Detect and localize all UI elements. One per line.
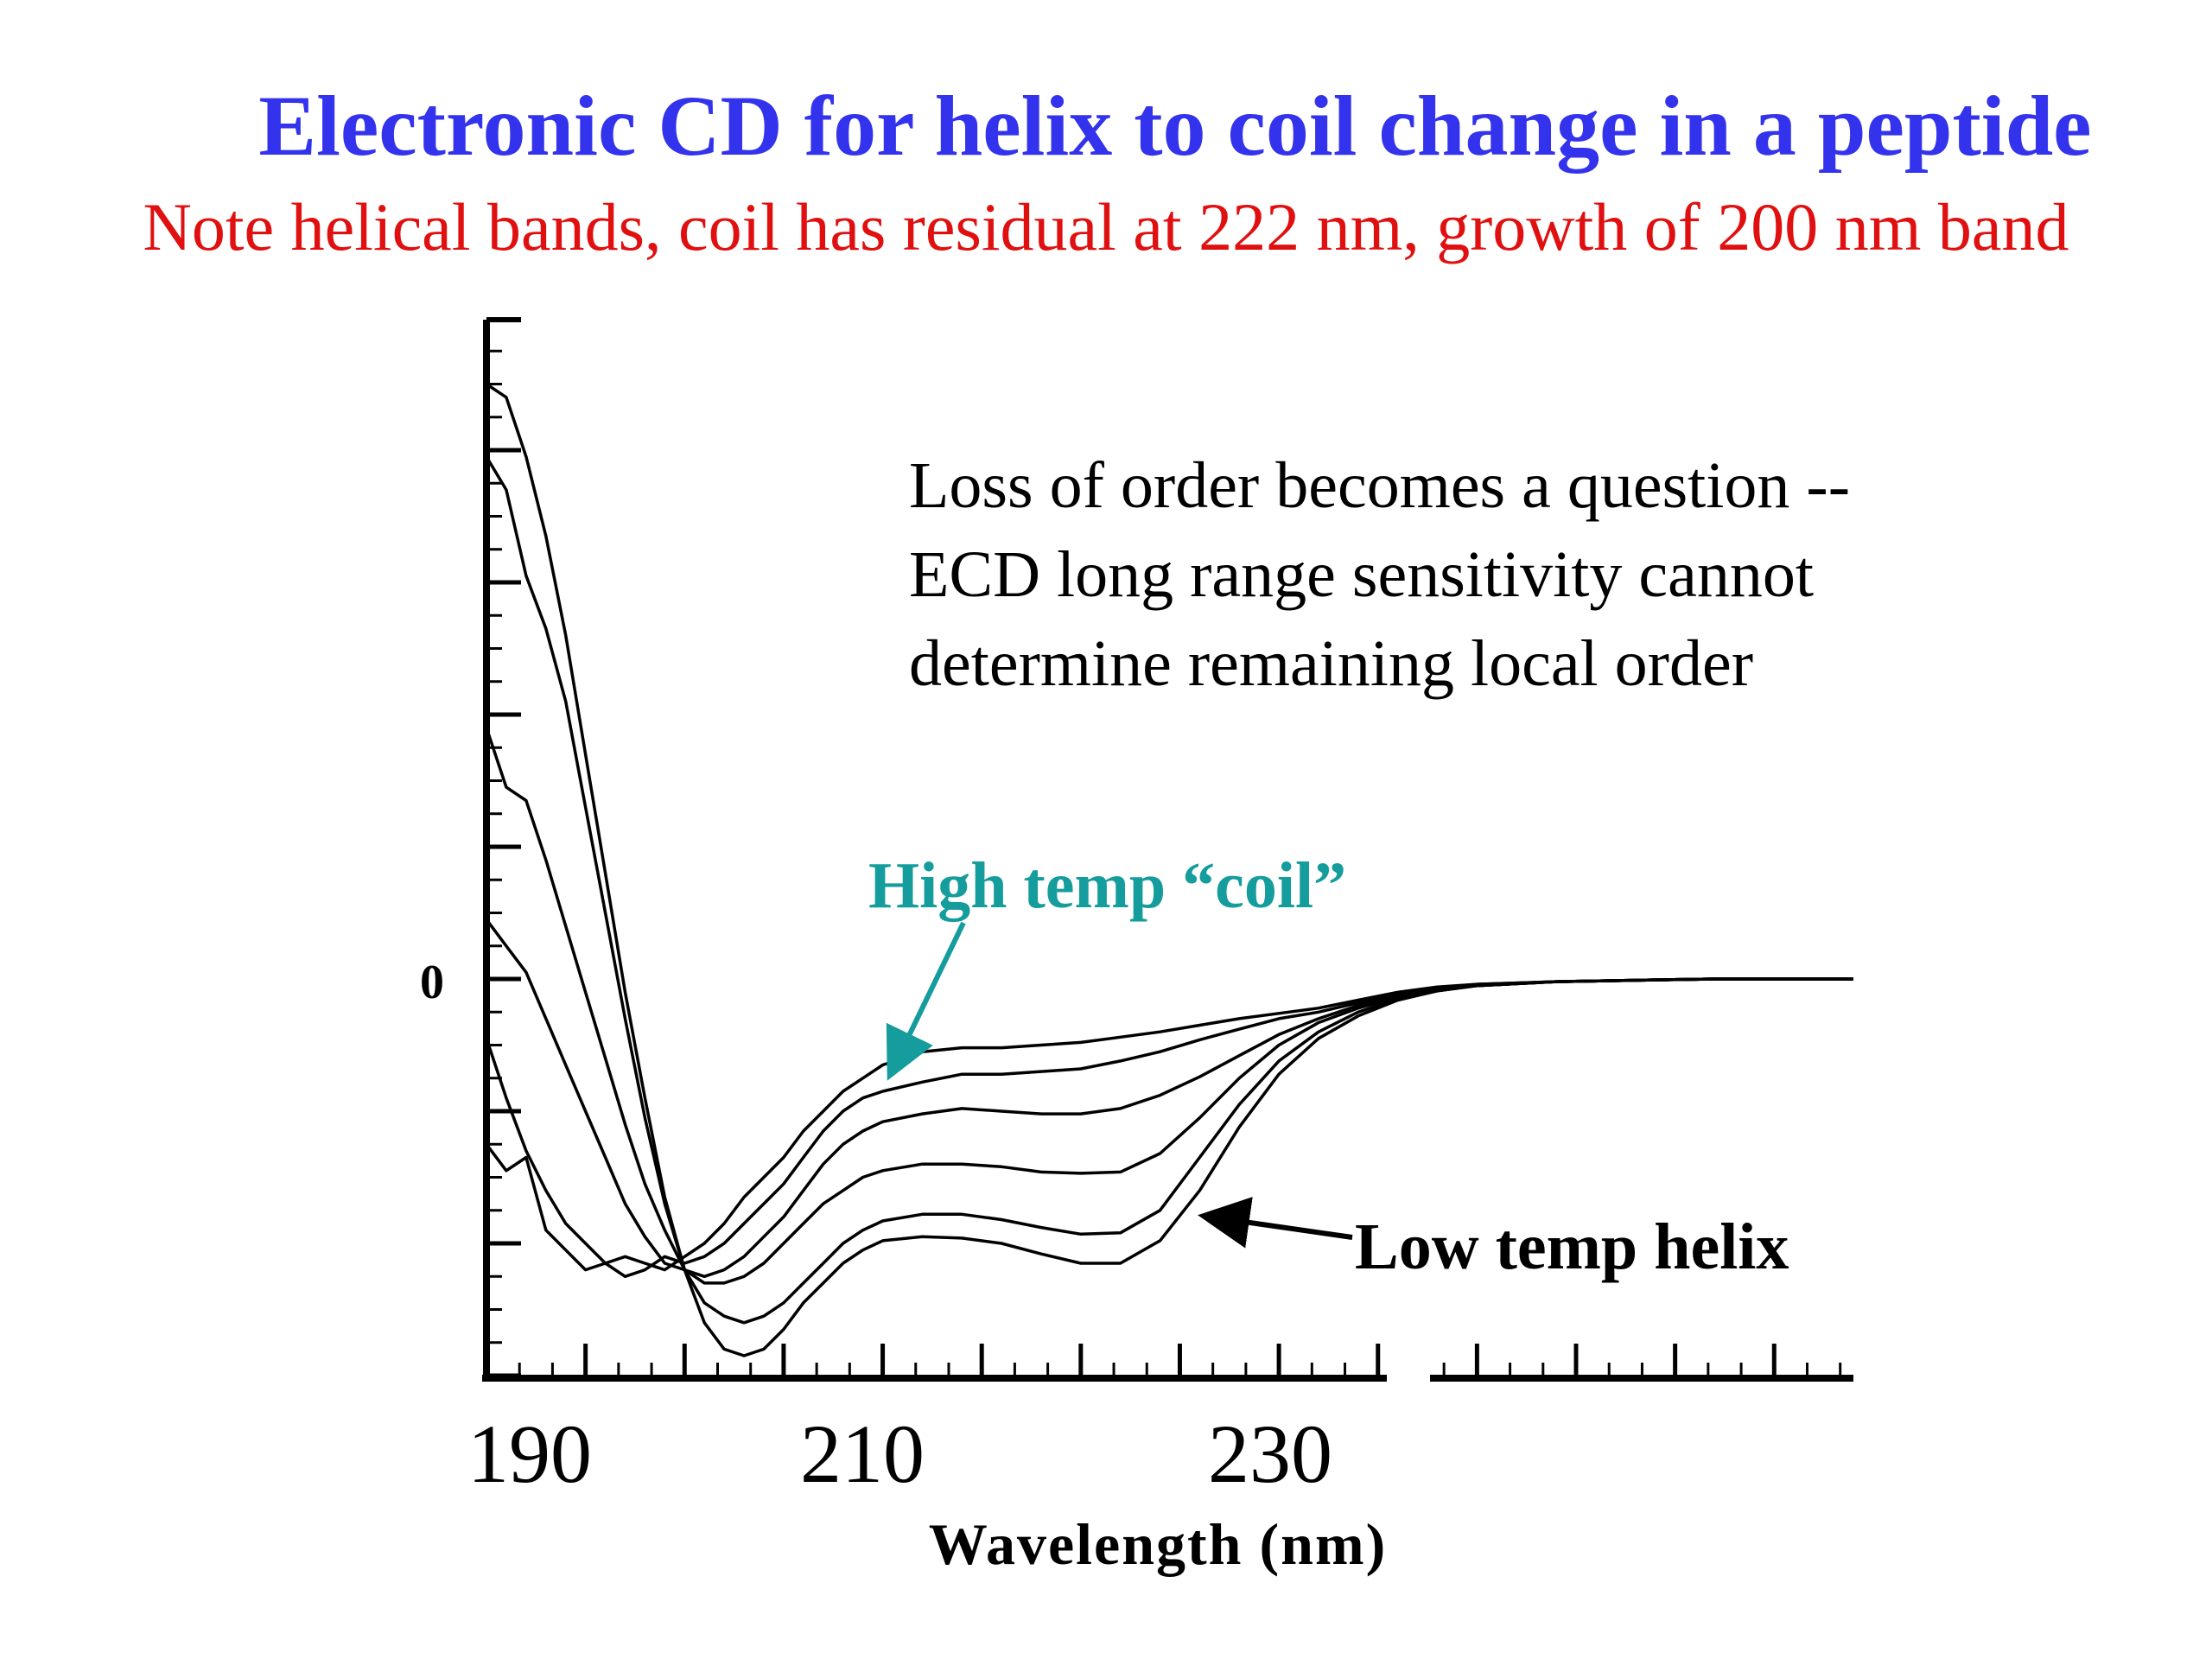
x-tick-label-230: 230 — [1208, 1408, 1332, 1500]
y-ticks — [486, 349, 521, 1378]
x-axis-label: Wavelength (nm) — [929, 1511, 1388, 1577]
x-tick-label-190: 190 — [467, 1408, 592, 1500]
x-ticks — [485, 1344, 1842, 1378]
x-tick-label-210: 210 — [800, 1408, 925, 1500]
series-line-4 — [485, 727, 1853, 1285]
series-line-1 — [485, 977, 1853, 1272]
series-lines — [485, 383, 1853, 1357]
annotation-line-3: determine remaining local order — [909, 627, 1753, 700]
low-temp-helix-arrow — [1198, 1197, 1353, 1249]
annotation-line-2: ECD long range sensitivity cannot — [909, 538, 1814, 611]
annotation-line-1: Loss of order becomes a question -- — [909, 449, 1850, 522]
high-temp-coil-arrow — [886, 921, 966, 1081]
y-tick-label-zero: 0 — [420, 956, 444, 1009]
low-temp-helix-label: Low temp helix — [1355, 1211, 1789, 1283]
high-temp-coil-label: High temp “coil” — [868, 849, 1346, 922]
page-subtitle: Note helical bands, coil has residual at… — [143, 189, 2069, 264]
page-title: Electronic CD for helix to coil change i… — [258, 78, 2092, 174]
series-line-6 — [486, 383, 1853, 1357]
